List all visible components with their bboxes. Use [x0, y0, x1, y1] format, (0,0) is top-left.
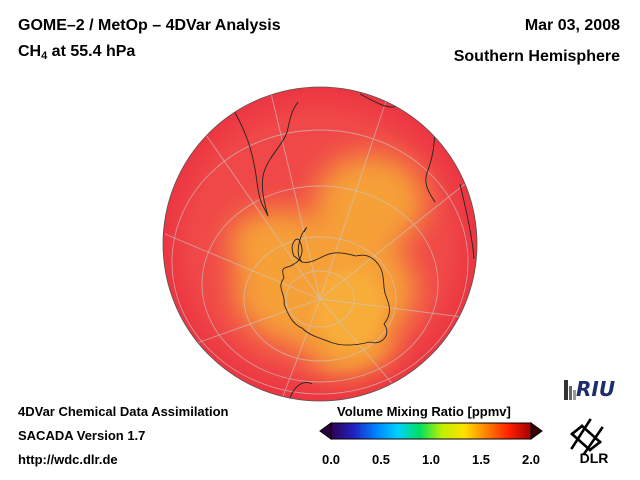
riu-logo: RIU — [564, 377, 615, 401]
map-title: GOME–2 / MetOp – 4DVar Analysis — [18, 17, 281, 34]
colorbar-tick-label: 0.0 — [321, 452, 341, 467]
species-name: CH — [18, 43, 42, 60]
species-subscript: 4 — [41, 50, 48, 62]
assimilation-label: 4DVar Chemical Data Assimilation — [18, 404, 229, 419]
colorbar-tick-label: 1.5 — [471, 452, 491, 467]
colorbar-tick-label: 0.5 — [371, 452, 391, 467]
colorbar-min-arrow — [319, 422, 332, 440]
globe-map — [162, 86, 478, 402]
globe-outline — [162, 86, 478, 402]
dlr-logo-text: DLR — [580, 450, 609, 466]
dlr-logo: DLR — [570, 418, 609, 466]
colorbar-tick-label: 1.0 — [421, 452, 441, 467]
hemisphere-label: Southern Hemisphere — [453, 48, 620, 65]
colorbar-title: Volume Mixing Ratio [ppmv] — [337, 404, 511, 419]
riu-logo-text: RIU — [576, 377, 615, 401]
colorbar — [319, 422, 543, 440]
colorbar-max-arrow — [530, 422, 543, 440]
colorbar-tick-label: 2.0 — [521, 452, 541, 467]
version-label: SACADA Version 1.7 — [18, 428, 146, 443]
analysis-date: Mar 03, 2008 — [524, 17, 620, 34]
limb-shading — [163, 87, 477, 401]
website-link[interactable]: http://wdc.dlr.de — [18, 452, 118, 467]
species-level-label: CH4 at 55.4 hPa — [18, 43, 135, 62]
pressure-level: at 55.4 hPa — [47, 43, 136, 60]
colorbar-gradient — [330, 422, 532, 440]
